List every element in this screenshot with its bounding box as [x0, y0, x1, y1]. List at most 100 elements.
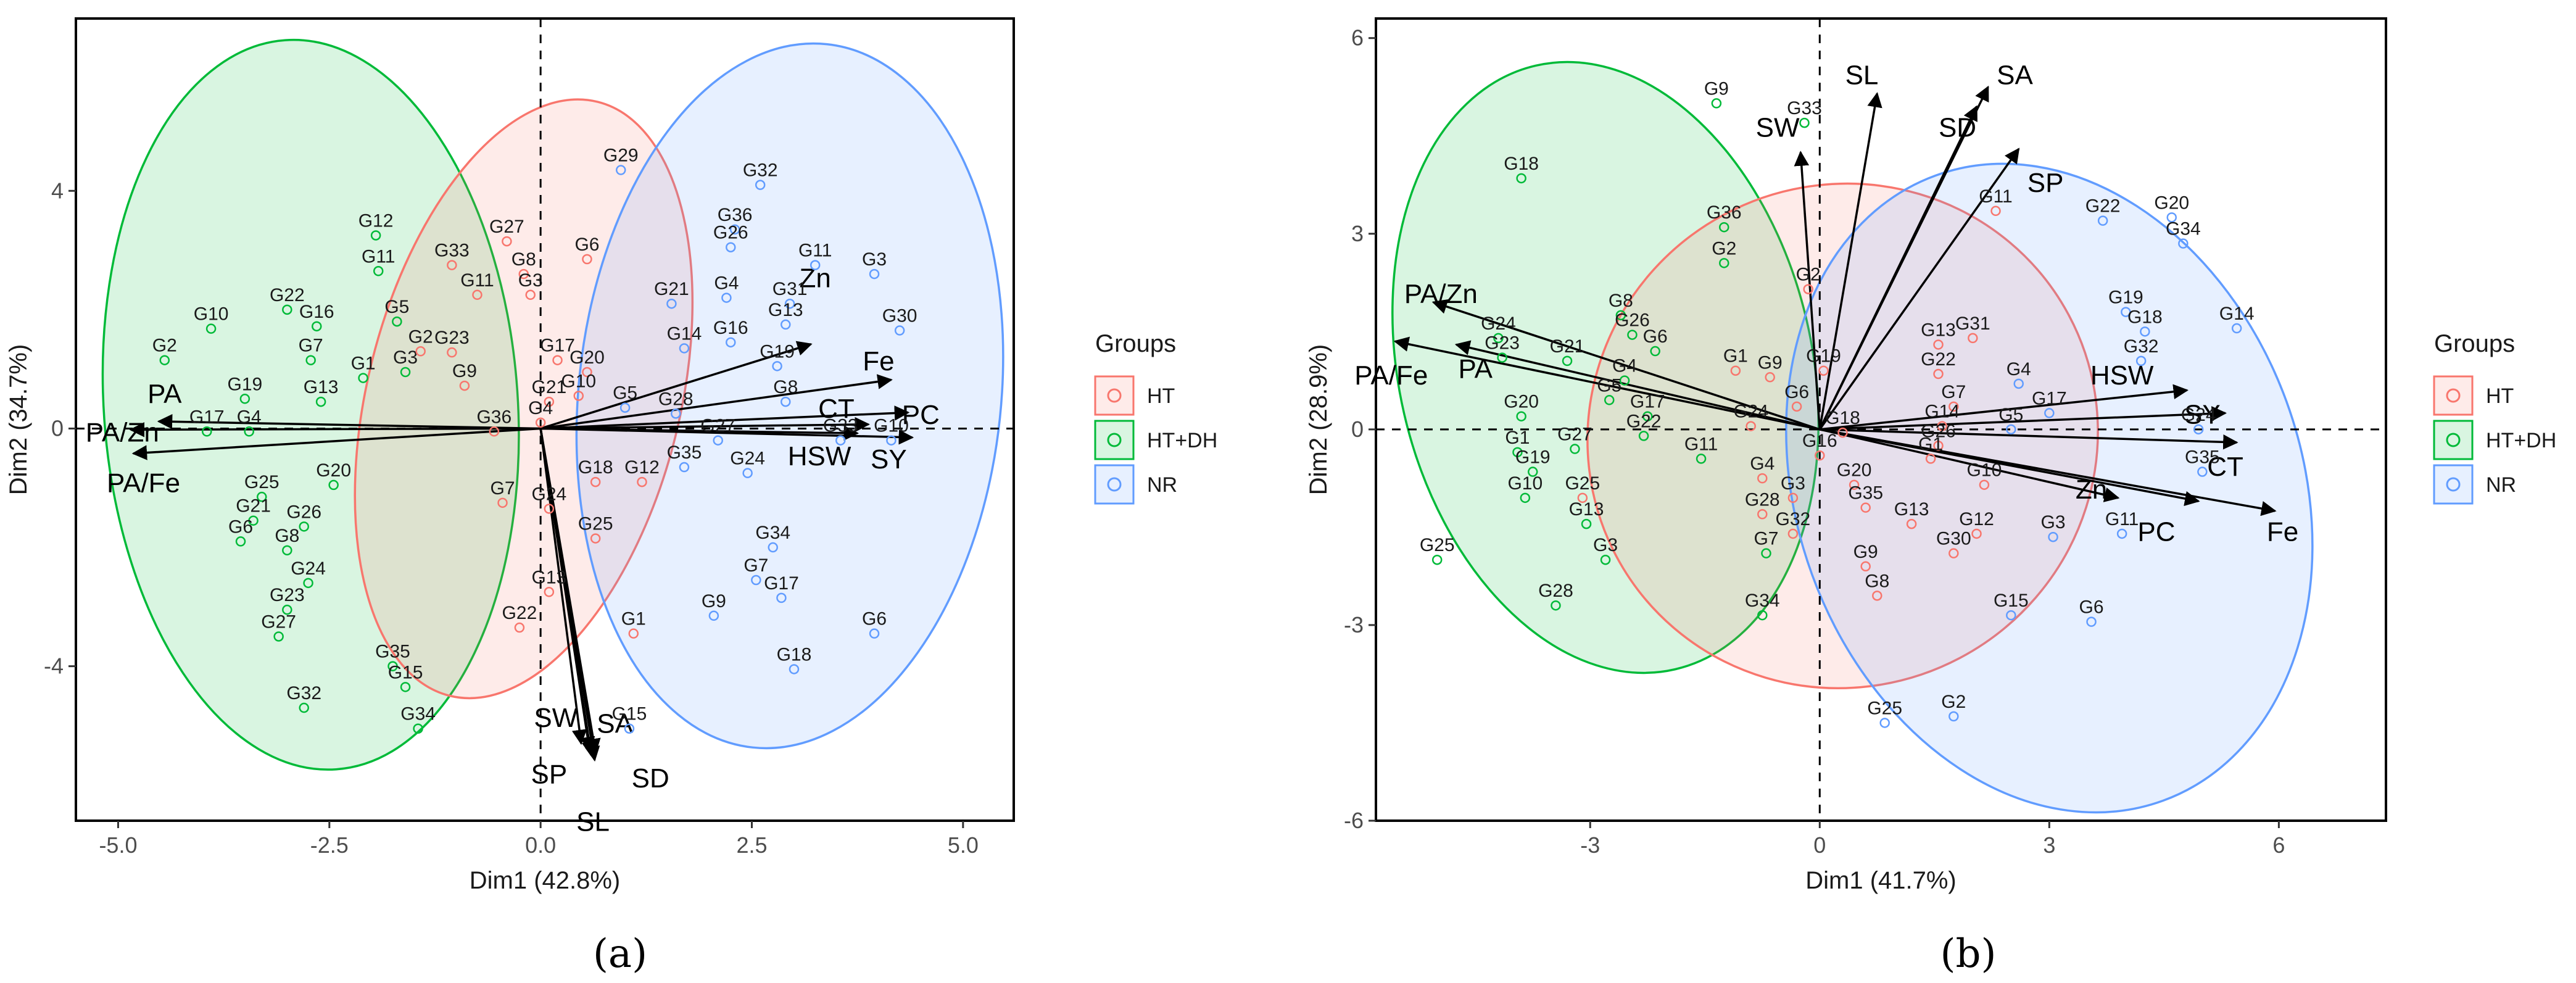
point-label: G22: [502, 603, 537, 623]
point-label: G21: [531, 377, 566, 397]
variable-arrow: [1431, 299, 1820, 431]
point-label: G35: [1848, 483, 1883, 504]
point-marker: [886, 435, 897, 446]
point-label: G21: [236, 496, 271, 516]
point-label: G8: [1609, 291, 1633, 311]
point-label: G2: [408, 326, 433, 347]
point-marker: [1516, 411, 1526, 421]
legend-label: HT: [2486, 384, 2514, 408]
ellipse-ht: [1586, 182, 2099, 689]
point-marker: [447, 260, 457, 270]
point-marker: [514, 622, 525, 633]
point-marker: [708, 610, 719, 621]
variable-label: SD: [632, 763, 669, 794]
point-label: G20: [1504, 392, 1539, 412]
legend-key-marker: [1107, 433, 1122, 447]
point-marker: [535, 417, 546, 428]
point-marker: [1512, 447, 1523, 458]
point-marker: [2178, 238, 2189, 249]
point-marker: [781, 319, 791, 330]
point-label: G6: [2079, 597, 2104, 618]
point-marker: [721, 292, 732, 303]
legend-label: NR: [2486, 473, 2516, 497]
point-label: G25: [1420, 535, 1455, 555]
point-marker: [1879, 718, 1890, 728]
point-label: G4: [1612, 356, 1637, 376]
x-tick-label: 0: [1813, 832, 1826, 858]
variable-arrow: [1393, 336, 1820, 431]
point-label: G1: [1723, 346, 1748, 367]
point-marker: [1803, 284, 1813, 294]
point-label: G3: [1781, 473, 1805, 494]
point-label: G15: [1994, 591, 2029, 611]
variable-label: PA/Fe: [107, 468, 180, 499]
variable-label: SL: [1845, 60, 1879, 91]
point-marker: [552, 355, 563, 365]
point-label: G13: [304, 377, 339, 397]
point-label: G17: [2032, 388, 2067, 409]
y-tick-label: 3: [1351, 221, 1364, 246]
point-marker: [497, 497, 508, 508]
y-tick-label: -6: [1344, 808, 1364, 833]
point-label: G26: [713, 223, 748, 243]
point-label: G15: [612, 704, 647, 724]
point-label: G7: [491, 478, 515, 499]
point-label: G18: [1825, 408, 1860, 428]
point-marker: [1787, 528, 1799, 539]
point-marker: [726, 242, 736, 252]
point-marker: [1711, 98, 1722, 109]
point-marker: [1527, 467, 1538, 477]
point-label: G20: [316, 460, 351, 481]
point-label: G8: [511, 249, 536, 270]
x-tick-label: -3: [1580, 832, 1600, 858]
point-marker: [1570, 444, 1580, 454]
variable-arrow: [1454, 340, 1820, 431]
point-marker: [2097, 215, 2108, 226]
point-label: G32: [286, 683, 321, 703]
point-marker: [2197, 467, 2208, 477]
point-marker: [1604, 395, 1615, 405]
variable-label: SP: [531, 759, 567, 789]
point-marker: [679, 462, 690, 473]
point-marker: [671, 409, 681, 419]
point-marker: [282, 304, 292, 315]
point-marker: [205, 323, 217, 334]
point-label: G20: [569, 347, 605, 368]
point-label: G17: [1630, 392, 1665, 412]
point-label: G21: [1550, 336, 1585, 357]
legend-label: HT: [1147, 384, 1175, 408]
point-marker: [2013, 378, 2024, 389]
point-marker: [2048, 531, 2058, 542]
point-marker: [768, 542, 778, 553]
point-label: G11: [362, 246, 395, 267]
point-label: G34: [1745, 591, 1780, 611]
variable-arrow: [1818, 147, 2020, 430]
point-marker: [1979, 479, 1990, 490]
y-tick-label: -4: [44, 653, 64, 679]
legend-title: Groups: [2434, 330, 2515, 357]
point-marker: [1600, 554, 1611, 565]
point-label: G1: [1918, 434, 1943, 454]
point-label: G23: [1485, 333, 1520, 354]
variable-label: CT: [2207, 452, 2243, 482]
variable-label: PA: [147, 379, 182, 409]
panel-caption-b: (b): [1940, 931, 1997, 977]
point-marker: [582, 367, 592, 378]
variable-label: SA: [1997, 60, 2033, 91]
point-label: G27: [700, 416, 735, 436]
point-label: G6: [862, 609, 887, 629]
point-label: G25: [244, 472, 280, 492]
point-marker: [784, 298, 795, 309]
x-tick-label: 0.0: [525, 832, 556, 858]
point-label: G22: [270, 285, 305, 305]
point-marker: [358, 373, 368, 383]
point-label: G13: [1569, 499, 1604, 520]
point-label: G30: [882, 306, 917, 326]
point-marker: [2121, 307, 2131, 317]
point-label: G9: [702, 591, 726, 612]
point-label: G11: [1979, 186, 2012, 207]
point-label: G18: [777, 644, 812, 665]
